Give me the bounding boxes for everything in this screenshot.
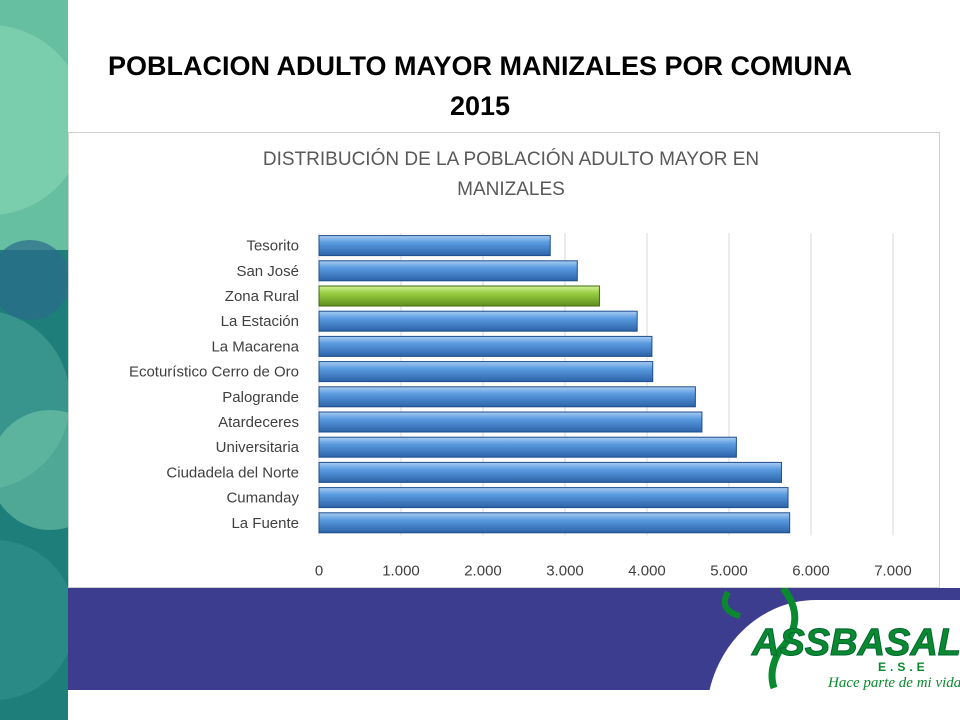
bar <box>318 512 791 534</box>
category-label: San José <box>236 263 299 280</box>
bar <box>318 487 789 509</box>
category-label: La Estación <box>221 313 299 330</box>
bars <box>318 235 791 534</box>
x-tick-label: 7.000 <box>874 562 912 579</box>
category-label: Palogrande <box>222 389 299 406</box>
category-label: Ecoturístico Cerro de Oro <box>129 364 299 381</box>
chart-title-line-2: MANIZALES <box>457 179 565 200</box>
bar <box>318 285 600 307</box>
x-tick-label: 0 <box>315 562 323 579</box>
bar <box>318 235 551 257</box>
chart-frame: DISTRIBUCIÓN DE LA POBLACIÓN ADULTO MAYO… <box>68 132 940 588</box>
category-label: La Fuente <box>231 515 299 532</box>
category-label: Universitaria <box>216 439 300 456</box>
category-label: Tesorito <box>246 238 299 255</box>
decorative-circles <box>0 0 68 720</box>
logo-white-curve <box>706 600 960 720</box>
bar <box>318 260 578 282</box>
x-tick-labels: 0 1.000 2.000 3.000 4.000 5.000 6.000 7.000 <box>315 562 912 579</box>
left-decoration <box>0 0 68 720</box>
x-tick-label: 1.000 <box>382 562 420 579</box>
slide-title: POBLACION ADULTO MAYOR MANIZALES POR COM… <box>107 51 852 121</box>
x-tick-label: 4.000 <box>628 562 666 579</box>
x-tick-label: 6.000 <box>792 562 830 579</box>
bar <box>318 386 696 408</box>
gridlines <box>318 233 894 536</box>
bar <box>318 335 653 357</box>
x-tick-label: 3.000 <box>546 562 584 579</box>
x-tick-label: 2.000 <box>464 562 502 579</box>
x-tick-label: 5.000 <box>710 562 748 579</box>
category-labels: Tesorito San José Zona Rural La Estación La … <box>129 238 300 532</box>
logo-swoosh-icon <box>768 585 799 690</box>
logo: ASSBASALUD E.S.E Hace parte de mi vida <box>688 580 960 720</box>
category-label: Zona Rural <box>225 288 299 305</box>
logo-name: ASSBASALUD <box>751 622 960 664</box>
bar <box>318 310 638 332</box>
logo-figure-icon <box>722 590 741 619</box>
category-label: Ciudadela del Norte <box>166 464 299 481</box>
bar <box>318 461 782 483</box>
category-label: Cumanday <box>226 490 299 507</box>
logo-tagline: Hace parte de mi vida <box>827 675 960 691</box>
category-label: La Macarena <box>211 338 299 355</box>
chart-title-line-1: DISTRIBUCIÓN DE LA POBLACIÓN ADULTO MAYO… <box>263 148 759 170</box>
bar <box>318 436 737 458</box>
bar <box>318 411 703 433</box>
category-label: Atardeceres <box>218 414 299 431</box>
bar-chart: DISTRIBUCIÓN DE LA POBLACIÓN ADULTO MAYO… <box>129 148 912 579</box>
bar <box>318 361 654 383</box>
logo-subtitle: E.S.E <box>878 660 929 674</box>
